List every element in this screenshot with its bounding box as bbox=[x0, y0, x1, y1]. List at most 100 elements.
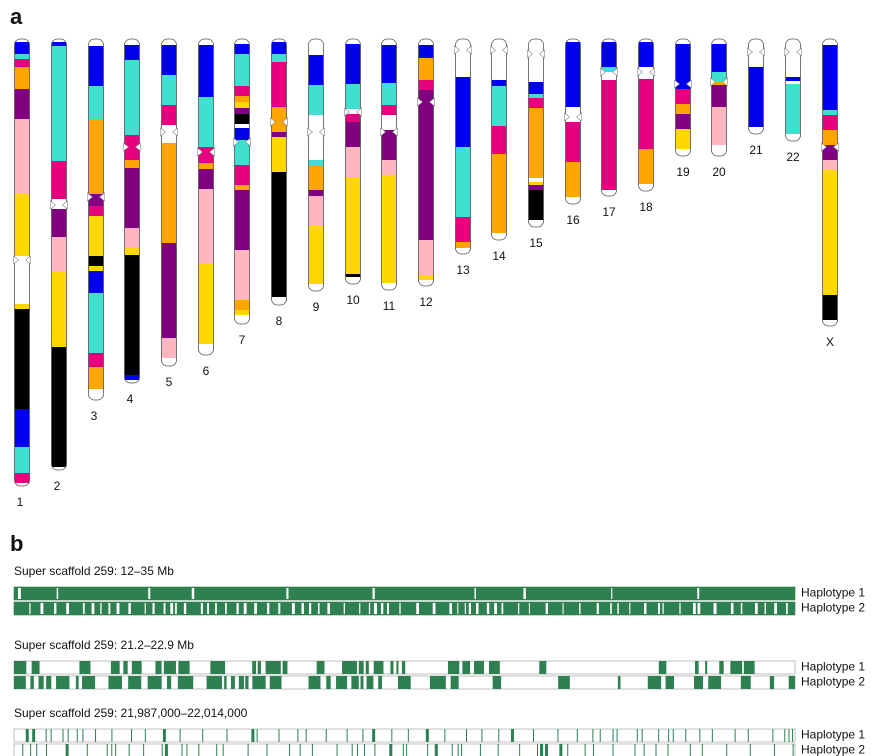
chromosome-segment bbox=[529, 108, 544, 178]
chromosome-segment bbox=[823, 295, 838, 320]
variant bbox=[498, 729, 499, 742]
chromosome-segment bbox=[309, 190, 324, 196]
chromosome-segment bbox=[15, 89, 30, 119]
variant bbox=[702, 744, 703, 756]
gap bbox=[755, 603, 758, 614]
variant bbox=[46, 676, 51, 689]
variant bbox=[32, 661, 40, 674]
chromosome-segment bbox=[52, 161, 67, 199]
variant bbox=[51, 729, 52, 742]
variant bbox=[252, 661, 256, 674]
chromosome-segment bbox=[199, 147, 214, 163]
chromosome-label: 11 bbox=[383, 299, 396, 313]
gap bbox=[215, 603, 217, 614]
chromosome-segment bbox=[272, 137, 287, 172]
chromosome-segment bbox=[639, 42, 654, 67]
chromosome-segment bbox=[272, 132, 287, 137]
gap bbox=[117, 603, 120, 614]
chromosome-segment bbox=[89, 353, 104, 367]
gap bbox=[54, 603, 56, 614]
chromosome-segment bbox=[712, 44, 727, 72]
variant bbox=[648, 676, 661, 689]
variant bbox=[248, 744, 249, 756]
variant bbox=[123, 661, 127, 674]
variant bbox=[726, 744, 727, 756]
variant bbox=[398, 676, 411, 689]
chromosome-segment bbox=[15, 309, 30, 409]
chromosome-segment bbox=[786, 77, 801, 81]
variant bbox=[46, 744, 47, 756]
chromosome bbox=[234, 39, 251, 324]
variant bbox=[22, 744, 23, 756]
variant bbox=[143, 744, 144, 756]
variant bbox=[178, 661, 189, 674]
chromosome-segment bbox=[602, 42, 617, 67]
gap bbox=[765, 603, 766, 614]
chromosome-segment bbox=[235, 102, 250, 108]
chromosome-segment bbox=[419, 90, 434, 240]
chromosome-segment bbox=[382, 45, 397, 83]
variant bbox=[694, 676, 703, 689]
variant bbox=[402, 661, 405, 674]
gap bbox=[563, 603, 564, 614]
chromosome-segment bbox=[89, 86, 104, 119]
chromosome bbox=[638, 39, 655, 191]
variant bbox=[642, 729, 643, 742]
chromosome bbox=[51, 39, 68, 470]
chromosome-segment bbox=[162, 338, 177, 358]
variant bbox=[317, 661, 325, 674]
chromosome-segment bbox=[52, 347, 67, 467]
chromosome-segment bbox=[52, 209, 67, 237]
variant bbox=[712, 729, 713, 742]
chromosome-label: 5 bbox=[166, 375, 173, 389]
variant bbox=[519, 744, 520, 756]
variant bbox=[352, 744, 353, 756]
gap bbox=[145, 603, 146, 614]
chromosome-segment bbox=[566, 122, 581, 162]
chromosome-label: 8 bbox=[276, 314, 283, 328]
chromosome-segment bbox=[823, 130, 838, 145]
chromosome-segment bbox=[566, 197, 581, 201]
chromosome-segment bbox=[382, 105, 397, 115]
gap bbox=[617, 603, 618, 614]
gap bbox=[374, 603, 377, 614]
chromosome-segment bbox=[15, 42, 30, 54]
chromosome bbox=[381, 39, 398, 290]
chromosome-segment bbox=[15, 194, 30, 256]
variant bbox=[245, 676, 248, 689]
variant bbox=[426, 729, 429, 742]
chromosome-segment bbox=[125, 42, 140, 45]
variant bbox=[309, 676, 321, 689]
gap bbox=[18, 588, 21, 599]
variant bbox=[351, 676, 358, 689]
chromosome-segment bbox=[235, 124, 250, 128]
variant bbox=[444, 729, 445, 742]
variant bbox=[567, 744, 568, 756]
chromosome-segment bbox=[125, 45, 140, 60]
chromosome-segment bbox=[676, 129, 691, 149]
chromosome-segment bbox=[823, 42, 838, 45]
variant bbox=[540, 744, 543, 756]
variant bbox=[730, 661, 742, 674]
chromosome-segment bbox=[199, 189, 214, 264]
gap bbox=[148, 588, 150, 599]
variant bbox=[539, 661, 546, 674]
chromosome-label: 6 bbox=[203, 364, 210, 378]
chromosome-segment bbox=[309, 160, 324, 166]
variant bbox=[326, 729, 327, 742]
variant bbox=[56, 676, 69, 689]
chromosome-segment bbox=[456, 77, 471, 147]
chromosome-label: 10 bbox=[346, 293, 360, 307]
variant bbox=[252, 676, 265, 689]
chromosome-label: 7 bbox=[239, 333, 246, 347]
chromosome-segment bbox=[419, 58, 434, 80]
variant bbox=[637, 729, 638, 742]
variant bbox=[408, 729, 409, 742]
variant bbox=[406, 744, 407, 756]
gap bbox=[579, 603, 580, 614]
chromosome-segment bbox=[786, 84, 801, 134]
gap bbox=[170, 603, 173, 614]
chromosome-segment bbox=[309, 42, 324, 55]
chromosome-segment bbox=[346, 44, 361, 84]
chromosome-segment bbox=[235, 300, 250, 310]
